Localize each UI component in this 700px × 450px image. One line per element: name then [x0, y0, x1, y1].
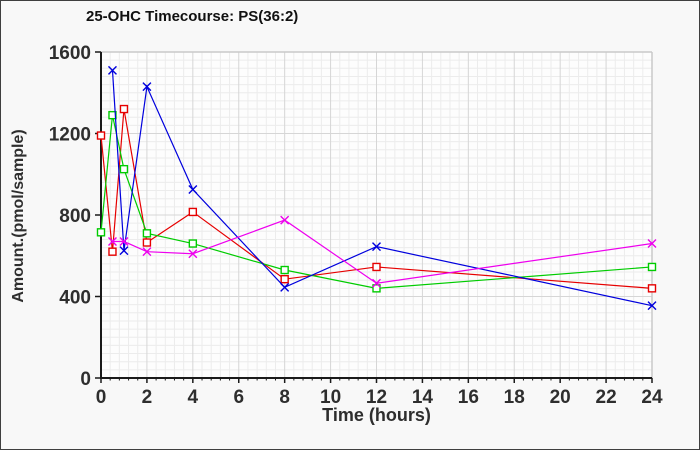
x-tick-label: 2 [142, 387, 153, 408]
square-marker [372, 262, 381, 272]
x-marker [188, 249, 198, 259]
x-marker [142, 247, 152, 257]
x-tick-label: 12 [366, 387, 387, 408]
x-marker [647, 239, 657, 249]
x-tick-label: 24 [641, 387, 663, 408]
x-marker [372, 278, 381, 288]
series-green-open-squares [96, 110, 657, 293]
x-tick-label: 10 [320, 387, 341, 408]
x-marker [647, 301, 657, 311]
square-marker [108, 247, 117, 256]
x-marker [188, 185, 198, 195]
x-marker [280, 215, 290, 225]
x-marker [119, 236, 129, 246]
series-line [100, 115, 653, 289]
x-marker [142, 82, 152, 92]
tick-marks [95, 51, 653, 383]
x-marker [372, 242, 381, 252]
y-tick-label: 400 [59, 288, 91, 309]
square-marker [119, 104, 129, 114]
square-marker [280, 265, 289, 275]
series-line [100, 108, 653, 289]
chart-title: 25-OHC Timecourse: PS(36:2) [86, 8, 299, 25]
square-marker [647, 284, 657, 293]
square-marker [647, 262, 657, 272]
x-tick-label: 20 [550, 387, 571, 408]
x-tick-label: 18 [504, 387, 525, 408]
square-marker [188, 239, 198, 248]
x-marker [119, 246, 129, 256]
square-marker [142, 238, 152, 247]
square-marker [96, 131, 106, 140]
square-marker [372, 284, 381, 293]
square-marker [280, 274, 289, 284]
x-tick-label: 16 [458, 387, 479, 408]
series-red-open-squares [96, 104, 657, 293]
series-magenta-crosses [107, 215, 657, 288]
x-tick-label: 0 [96, 387, 107, 408]
x-marker [280, 282, 290, 292]
square-marker [119, 164, 129, 174]
y-axis-label: Amount.(pmol/sample) [10, 129, 27, 303]
square-marker [188, 207, 198, 217]
plot-frame [101, 51, 653, 378]
x-tick-label: 22 [596, 387, 617, 408]
square-marker [108, 110, 117, 120]
series-blue-crosses [107, 65, 657, 311]
y-tick-label: 800 [59, 206, 91, 227]
x-marker [107, 236, 117, 246]
y-tick-label: 0 [80, 369, 91, 390]
square-marker [96, 228, 106, 237]
x-tick-label: 6 [233, 387, 244, 408]
square-marker [142, 229, 152, 238]
y-tick-label: 1200 [49, 125, 91, 146]
x-tick-label: 4 [188, 387, 199, 408]
x-tick-label: 14 [412, 387, 434, 408]
x-axis-label: Time (hours) [322, 405, 431, 425]
x-marker [107, 65, 117, 75]
x-tick-label: 8 [279, 387, 290, 408]
y-tick-label: 1600 [49, 43, 91, 64]
